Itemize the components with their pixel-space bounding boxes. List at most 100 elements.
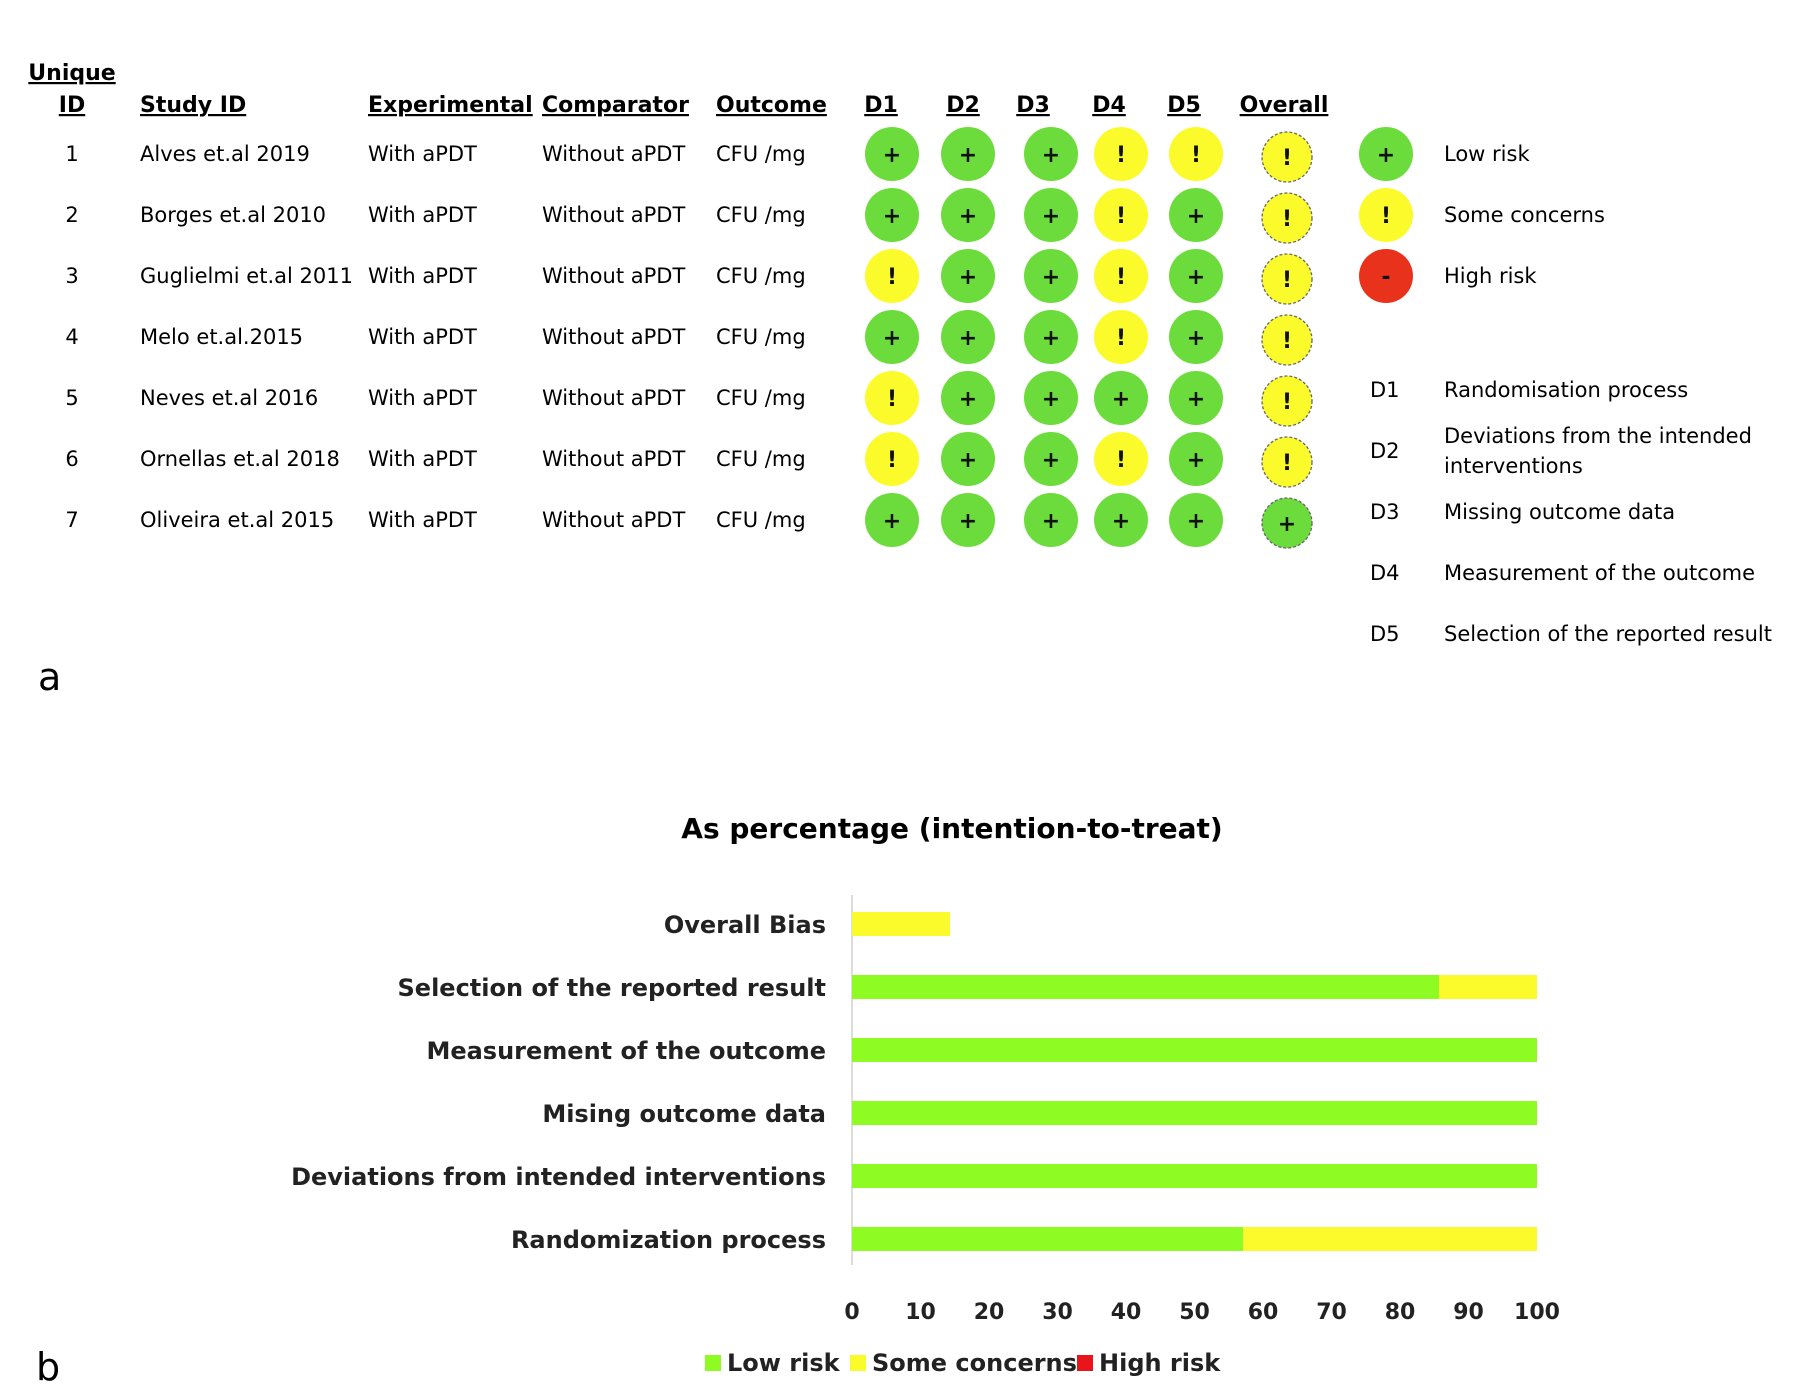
judgement-dot-d1 xyxy=(865,371,919,425)
header-outcome: Outcome xyxy=(716,93,827,118)
judgement-dot-d3 xyxy=(1024,371,1078,425)
experimental-cell: With aPDT xyxy=(368,386,477,410)
judgement-dot-d5 xyxy=(1169,249,1223,303)
judgement-symbol: + xyxy=(959,265,977,290)
outcome-cell: CFU /mg xyxy=(716,142,806,166)
row-id-cell: 5 xyxy=(65,386,78,410)
domain-code: D5 xyxy=(1370,622,1400,646)
row-id-cell: 1 xyxy=(65,142,78,166)
experimental-cell: With aPDT xyxy=(368,264,477,288)
study-id-cell: Ornellas et.al 2018 xyxy=(140,447,340,471)
judgement-dot-d4 xyxy=(1094,371,1148,425)
bar-segment-some-concerns xyxy=(1243,1227,1537,1251)
table-row: 3 Guglielmi et.al 2011 With aPDT Without aP… xyxy=(65,249,1313,305)
legend-item-low: + Low risk xyxy=(1359,127,1530,181)
comparator-cell: Without aPDT xyxy=(542,508,685,532)
judgement-dot-d1 xyxy=(865,310,919,364)
overall-judgement-symbol: ! xyxy=(1282,207,1292,232)
judgement-symbol: + xyxy=(1187,509,1205,534)
legend-dot xyxy=(1359,249,1413,303)
judgement-symbol: + xyxy=(883,509,901,534)
header-d5: D5 xyxy=(1167,93,1201,118)
outcome-cell: CFU /mg xyxy=(716,264,806,288)
judgement-symbol: + xyxy=(959,204,977,229)
judgement-symbol: ! xyxy=(887,387,897,412)
row-id-cell: 3 xyxy=(65,264,78,288)
judgement-symbol: + xyxy=(1187,387,1205,412)
bar-segment-some-concerns xyxy=(852,912,950,936)
domain-code: D1 xyxy=(1370,378,1400,402)
legend-swatch xyxy=(705,1355,721,1371)
chart-legend: Low risk Some concerns High risk xyxy=(705,1349,1221,1377)
table-row: 5 Neves et.al 2016 With aPDT Without aPDT CF… xyxy=(65,371,1313,427)
judgement-dot-d1 xyxy=(865,188,919,242)
header-d4: D4 xyxy=(1092,93,1126,118)
domain-legend-item: D2 Deviations from the intended interventi… xyxy=(1370,424,1752,478)
overall-judgement-symbol: ! xyxy=(1282,451,1292,476)
judgement-dot-d5 xyxy=(1169,310,1223,364)
judgement-symbol: + xyxy=(1187,448,1205,473)
legend-item: Some concerns xyxy=(850,1349,1077,1377)
outcome-cell: CFU /mg xyxy=(716,386,806,410)
judgement-dot-d2 xyxy=(941,310,995,364)
overall-judgement-symbol: ! xyxy=(1282,146,1292,171)
study-id-cell: Alves et.al 2019 xyxy=(140,142,310,166)
category-label: Mising outcome data xyxy=(542,1100,826,1128)
legend-symbol: ! xyxy=(1381,204,1391,229)
x-tick-label: 50 xyxy=(1179,1300,1210,1325)
legend-label: Low risk xyxy=(1444,142,1530,166)
overall-judgement-dot xyxy=(1261,375,1313,427)
table-row: 1 Alves et.al 2019 With aPDT Without aPDT CF… xyxy=(65,127,1313,183)
domain-code: D2 xyxy=(1370,439,1400,463)
experimental-cell: With aPDT xyxy=(368,508,477,532)
x-tick-label: 90 xyxy=(1453,1300,1484,1325)
overall-judgement-dot xyxy=(1261,436,1313,488)
legend-dot xyxy=(1359,188,1413,242)
header-study-id: Study ID xyxy=(140,93,246,118)
bar-segment-low-risk xyxy=(852,1101,1537,1125)
legend-swatch xyxy=(850,1355,866,1371)
legend-item: High risk xyxy=(1077,1349,1221,1377)
x-tick-label: 40 xyxy=(1111,1300,1142,1325)
judgement-dot-d5 xyxy=(1169,432,1223,486)
x-tick-label: 70 xyxy=(1316,1300,1347,1325)
judgement-dot-d2 xyxy=(941,127,995,181)
judgement-dot-d1 xyxy=(865,432,919,486)
judgement-dot-d2 xyxy=(941,249,995,303)
outcome-cell: CFU /mg xyxy=(716,325,806,349)
judgement-dot-d4 xyxy=(1094,188,1148,242)
judgement-symbol: ! xyxy=(887,265,897,290)
judgement-dot-d4 xyxy=(1094,493,1148,547)
judgement-dot-d1 xyxy=(865,127,919,181)
judgement-dot-d4 xyxy=(1094,127,1148,181)
legend-label: Some concerns xyxy=(1444,203,1605,227)
x-tick-label: 80 xyxy=(1385,1300,1416,1325)
judgement-dot-d1 xyxy=(865,249,919,303)
domain-legend: D1 Randomisation process D2 Deviations from… xyxy=(1370,378,1772,646)
panel-b: As percentage (intention-to-treat) Overa… xyxy=(36,812,1560,1386)
judgement-dot-d5 xyxy=(1169,127,1223,181)
outcome-cell: CFU /mg xyxy=(716,203,806,227)
judgement-legend: + Low risk! Some concerns - High risk xyxy=(1359,127,1605,303)
overall-judgement-dot xyxy=(1261,497,1313,549)
domain-legend-item: D3 Missing outcome data xyxy=(1370,500,1675,524)
panel-b-label: b xyxy=(36,1345,60,1386)
judgement-dot-d2 xyxy=(941,188,995,242)
judgement-symbol: + xyxy=(959,509,977,534)
bars xyxy=(852,912,1537,1251)
domain-code: D4 xyxy=(1370,561,1400,585)
judgement-symbol: + xyxy=(959,326,977,351)
judgement-dot-d2 xyxy=(941,493,995,547)
panel-a-label: a xyxy=(38,655,61,699)
judgement-symbol: + xyxy=(1042,387,1060,412)
domain-description: interventions xyxy=(1444,454,1583,478)
x-tick-label: 60 xyxy=(1248,1300,1279,1325)
judgement-symbol: + xyxy=(1187,204,1205,229)
judgement-symbol: ! xyxy=(1116,326,1126,351)
domain-description: Deviations from the intended xyxy=(1444,424,1752,448)
judgement-dot-d3 xyxy=(1024,249,1078,303)
judgement-symbol: + xyxy=(1042,326,1060,351)
study-id-cell: Borges et.al 2010 xyxy=(140,203,326,227)
overall-judgement-dot xyxy=(1261,314,1313,366)
